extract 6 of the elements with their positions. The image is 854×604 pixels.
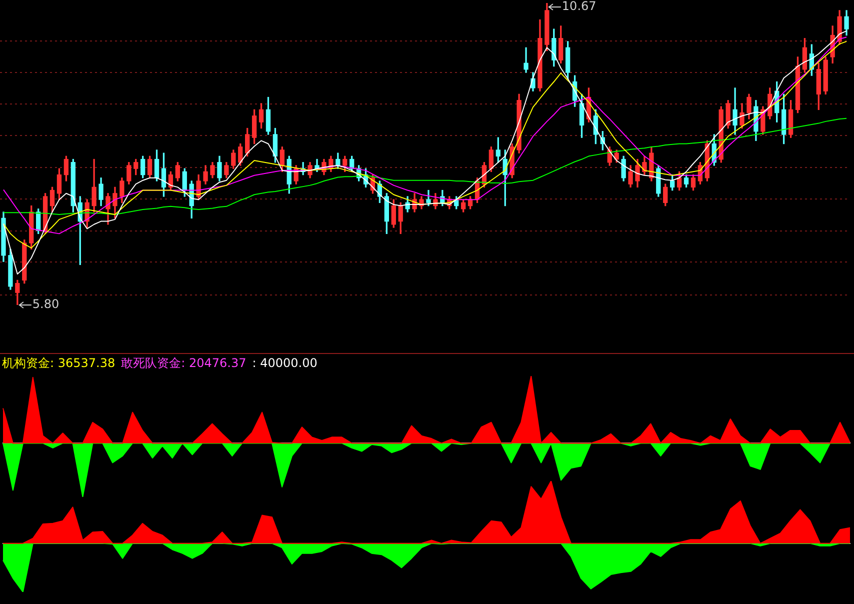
annotation: 10.67 [562,0,596,14]
text: : 40000.00 [252,356,318,370]
candlestick [524,47,528,73]
annotation: 5.80 [32,297,60,312]
text: 敢死队资金: 20476.37 [121,356,246,370]
text: 机构资金: 36537.38 [2,356,116,370]
